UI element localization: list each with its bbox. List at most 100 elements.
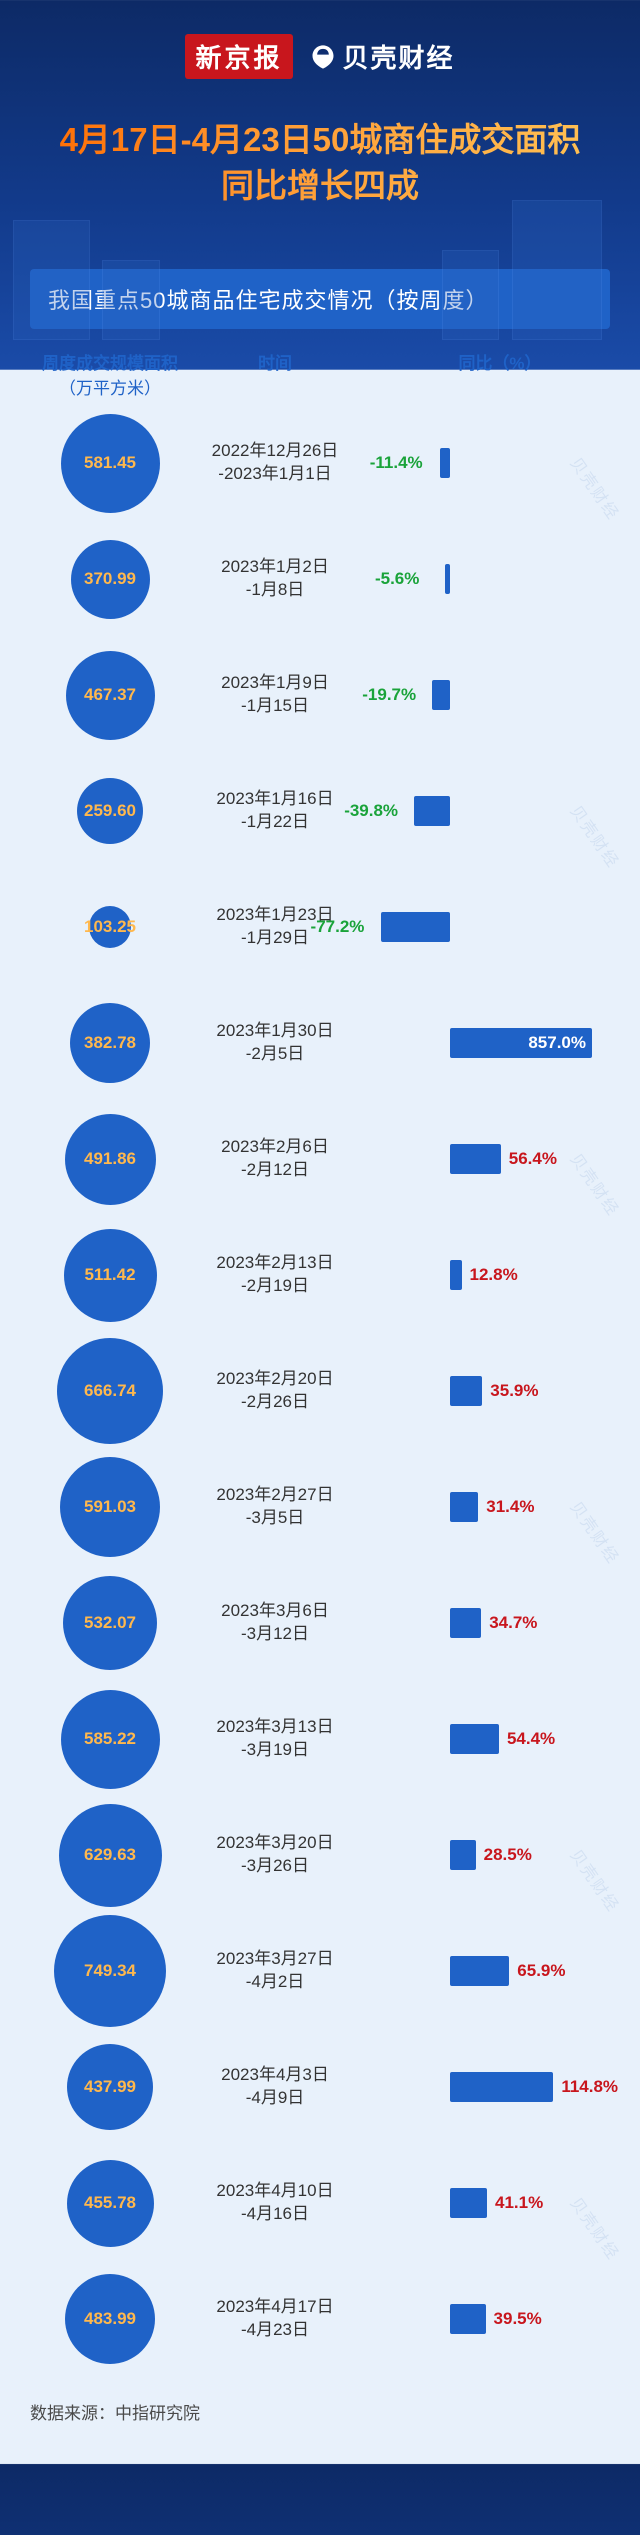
bubble-cell: 749.34 [30, 1913, 190, 2029]
bubble-cell: 591.03 [30, 1449, 190, 1565]
bubble-cell: 437.99 [30, 2029, 190, 2145]
yoy-label: -77.2% [311, 917, 365, 937]
scale-bubble: 467.37 [66, 651, 155, 740]
yoy-label: 12.8% [470, 1265, 518, 1285]
date-cell: 2023年1月2日-1月8日 [190, 556, 360, 602]
yoy-label: 31.4% [486, 1497, 534, 1517]
date-cell: 2023年4月17日-4月23日 [190, 2296, 360, 2342]
date-line-1: 2023年2月27日 [190, 1484, 360, 1507]
yoy-label: 35.9% [490, 1381, 538, 1401]
yoy-cell: -39.8% [360, 753, 610, 869]
yoy-bar [414, 796, 450, 826]
yoy-label: 34.7% [489, 1613, 537, 1633]
date-line-2: -1月8日 [190, 579, 360, 602]
yoy-cell: -5.6% [360, 521, 610, 637]
yoy-cell: -77.2% [360, 869, 610, 985]
date-line-2: -3月5日 [190, 1507, 360, 1530]
yoy-label: 56.4% [509, 1149, 557, 1169]
yoy-cell: 41.1% [360, 2145, 610, 2261]
table-row: 629.632023年3月20日-3月26日28.5% [30, 1797, 610, 1913]
scale-bubble: 511.42 [64, 1229, 157, 1322]
bubble-cell: 629.63 [30, 1797, 190, 1913]
bubble-cell: 483.99 [30, 2261, 190, 2377]
yoy-cell: 114.8% [360, 2029, 610, 2145]
date-line-1: 2023年3月13日 [190, 1716, 360, 1739]
yoy-label: 114.8% [561, 2077, 618, 2097]
yoy-cell: 34.7% [360, 1565, 610, 1681]
title-line-1: 4月17日-4月23日50城商住成交面积 [30, 117, 610, 163]
title-line-2: 同比增长四成 [30, 163, 610, 209]
yoy-bar [445, 564, 450, 594]
bubble-cell: 103.25 [30, 869, 190, 985]
yoy-bar [450, 1260, 462, 1290]
bubble-cell: 370.99 [30, 521, 190, 637]
yoy-cell: 12.8% [360, 1217, 610, 1333]
yoy-cell: 28.5% [360, 1797, 610, 1913]
date-line-2: -1月22日 [190, 811, 360, 834]
date-cell: 2023年4月3日-4月9日 [190, 2064, 360, 2110]
yoy-label: -11.4% [370, 453, 423, 473]
table-row: 437.992023年4月3日-4月9日114.8% [30, 2029, 610, 2145]
date-line-2: -4月23日 [190, 2319, 360, 2342]
table-row: 259.602023年1月16日-1月22日-39.8% [30, 753, 610, 869]
yoy-label: 39.5% [494, 2309, 542, 2329]
yoy-bar [450, 2072, 553, 2102]
date-line-2: -4月2日 [190, 1971, 360, 1994]
date-line-2: -2月19日 [190, 1275, 360, 1298]
table-row: 382.782023年1月30日-2月5日857.0% [30, 985, 610, 1101]
table-row: 455.782023年4月10日-4月16日41.1% [30, 2145, 610, 2261]
date-line-1: 2023年2月20日 [190, 1368, 360, 1391]
table-row: 591.032023年2月27日-3月5日 31.4% [30, 1449, 610, 1565]
scale-bubble: 103.25 [89, 906, 131, 948]
date-cell: 2023年3月27日-4月2日 [190, 1948, 360, 1994]
scale-bubble: 532.07 [63, 1576, 157, 1670]
yoy-label: -5.6% [375, 569, 419, 589]
date-line-1: 2023年2月6日 [190, 1136, 360, 1159]
scale-bubble: 581.45 [61, 414, 160, 513]
yoy-label: 28.5% [484, 1845, 532, 1865]
date-cell: 2023年2月13日-2月19日 [190, 1252, 360, 1298]
date-line-2: -4月16日 [190, 2203, 360, 2226]
bubble-cell: 382.78 [30, 985, 190, 1101]
date-cell: 2023年2月20日-2月26日 [190, 1368, 360, 1414]
table-row: 532.07 2023年3月6日-3月12日 34.7% [30, 1565, 610, 1681]
date-line-2: -1月15日 [190, 695, 360, 718]
table-row: 749.342023年3月27日-4月2日 65.9% [30, 1913, 610, 2029]
header-badges: 新京报 贝壳财经 [0, 0, 640, 97]
date-cell: 2023年3月6日-3月12日 [190, 1600, 360, 1646]
yoy-bar [450, 1376, 482, 1406]
col-header-date: 时间 [190, 349, 360, 399]
yoy-cell: -19.7% [360, 637, 610, 753]
badge-beike: 贝壳财经 [309, 38, 455, 75]
date-line-1: 2023年1月9日 [190, 672, 360, 695]
yoy-label: 41.1% [495, 2193, 543, 2213]
yoy-bar [450, 1492, 478, 1522]
date-line-2: -2月5日 [190, 1043, 360, 1066]
bubble-cell: 467.37 [30, 637, 190, 753]
date-line-2: -3月26日 [190, 1855, 360, 1878]
date-line-1: 2023年1月16日 [190, 788, 360, 811]
scale-bubble: 370.99 [71, 540, 150, 619]
column-headers: 周度成交规模面积 （万平方米） 时间 同比（%） [30, 349, 610, 399]
bubble-cell: 259.60 [30, 753, 190, 869]
date-line-2: -3月19日 [190, 1739, 360, 1762]
date-cell: 2023年2月6日-2月12日 [190, 1136, 360, 1182]
date-line-1: 2023年1月30日 [190, 1020, 360, 1043]
yoy-cell: 35.9% [360, 1333, 610, 1449]
yoy-label: -39.8% [344, 801, 398, 821]
col-header-scale-l1: 周度成交规模面积 [30, 349, 190, 374]
yoy-label: 65.9% [517, 1961, 565, 1981]
bubble-cell: 581.45 [30, 405, 190, 521]
yoy-cell: 54.4% [360, 1681, 610, 1797]
table-row: 483.992023年4月17日-4月23日 39.5% [30, 2261, 610, 2377]
date-cell: 2023年2月27日-3月5日 [190, 1484, 360, 1530]
yoy-label: -19.7% [362, 685, 416, 705]
yoy-bar [450, 1956, 509, 1986]
scale-bubble: 491.86 [65, 1114, 156, 1205]
infographic-page: { "header": { "badge_red": "新京报", "badge… [0, 0, 640, 2464]
col-header-scale: 周度成交规模面积 （万平方米） [30, 349, 190, 399]
yoy-cell: 39.5% [360, 2261, 610, 2377]
date-line-1: 2023年4月3日 [190, 2064, 360, 2087]
table-row: 511.42 2023年2月13日-2月19日 12.8% [30, 1217, 610, 1333]
bubble-cell: 455.78 [30, 2145, 190, 2261]
